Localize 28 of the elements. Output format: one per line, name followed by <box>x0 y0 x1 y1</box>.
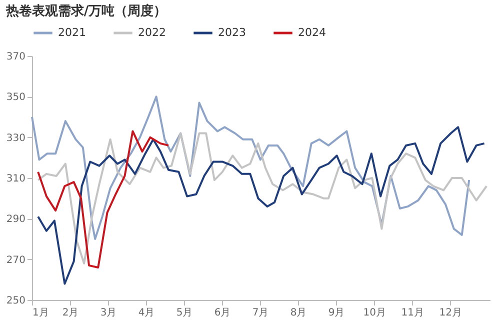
y-tick-label: 310 <box>6 174 26 184</box>
line-series <box>37 126 486 285</box>
y-tick-label: 290 <box>6 214 26 226</box>
y-tick-label: 250 <box>6 296 26 306</box>
x-tick-label: 6月 <box>214 308 231 318</box>
line-series <box>31 96 470 240</box>
x-tick-label: 1月 <box>32 308 49 318</box>
chart-title: 热卷表观需求/万吨（周度） <box>4 3 167 19</box>
y-tick-label: 330 <box>6 132 26 144</box>
y-tick-label: 270 <box>6 254 26 266</box>
x-tick-label: 9月 <box>328 308 345 318</box>
x-tick-label: 12月 <box>439 308 462 318</box>
line-series <box>37 132 488 264</box>
legend-label: 2024 <box>298 26 326 39</box>
x-tick-label: 2月 <box>62 308 79 318</box>
y-tick-label: 370 <box>6 52 26 62</box>
y-tick-label: 350 <box>6 92 26 104</box>
x-tick-label: 8月 <box>290 308 307 318</box>
legend-label: 2022 <box>138 26 166 39</box>
x-tick-label: 3月 <box>100 308 117 318</box>
x-tick-label: 4月 <box>138 308 155 318</box>
legend-label: 2021 <box>58 26 86 39</box>
line-series <box>37 130 170 268</box>
x-tick-label: 11月 <box>401 308 424 318</box>
x-tick-label: 5月 <box>176 308 193 318</box>
x-tick-label: 7月 <box>252 308 269 318</box>
x-tick-label: 10月 <box>363 308 386 318</box>
legend-label: 2023 <box>218 26 246 39</box>
